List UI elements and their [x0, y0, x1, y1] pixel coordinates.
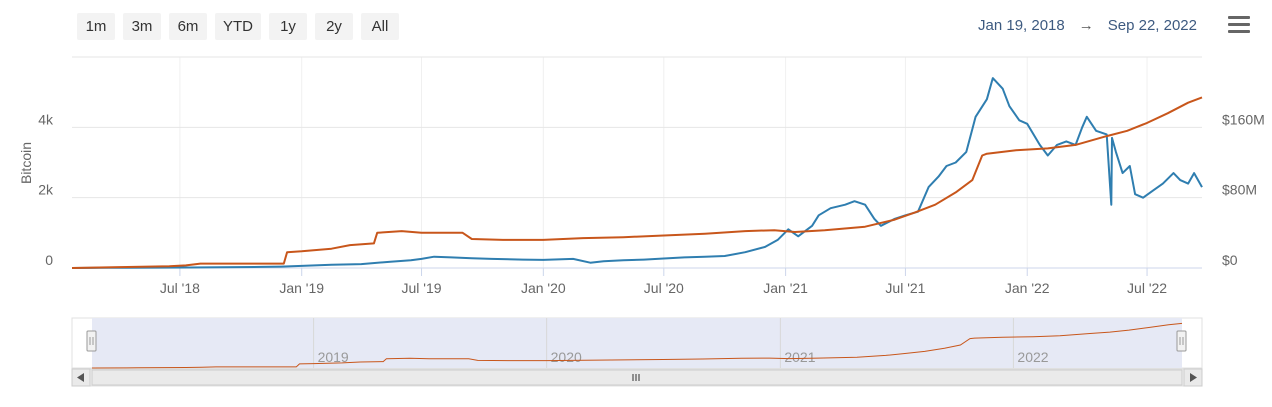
zoom-ytd-button[interactable]: YTD	[215, 13, 261, 40]
x-tick-label: Jan '20	[521, 280, 566, 296]
x-axis-ticks: Jul '18 Jan '19 Jul '19 Jan '20 Jul '20 Jan '…	[160, 268, 1167, 296]
range-from-date[interactable]: Jan 19, 2018	[978, 17, 1065, 34]
x-tick-label: Jul '19	[402, 280, 442, 296]
zoom-1y-button[interactable]: 1y	[269, 13, 307, 40]
x-tick-label: Jan '19	[279, 280, 324, 296]
navigator[interactable]: 2019 2020 2021 2022	[71, 317, 1203, 369]
scrollbar-thumb[interactable]	[91, 369, 1183, 386]
y-left-tick-label: 2k	[38, 182, 54, 198]
y-right-tick-label: $80M	[1222, 182, 1257, 198]
scroll-left-arrow-icon	[77, 373, 84, 382]
zoom-3m-button[interactable]: 3m	[123, 13, 161, 40]
x-tick-label: Jan '22	[1005, 280, 1050, 296]
navigator-year-label: 2021	[784, 349, 815, 365]
navigator-series-line	[91, 322, 1183, 369]
zoom-6m-button[interactable]: 6m	[169, 13, 207, 40]
y-left-tick-label: 0	[45, 252, 53, 268]
grip-icon	[632, 374, 640, 381]
y-right-tick-label: $160M	[1222, 111, 1265, 127]
zoom-1m-button[interactable]: 1m	[77, 13, 115, 40]
grid-lines	[72, 56, 1202, 269]
bitcoin-series-line	[71, 77, 1203, 269]
x-tick-label: Jul '22	[1127, 280, 1167, 296]
hamburger-menu-icon[interactable]	[1228, 16, 1250, 34]
series-lines	[71, 77, 1203, 269]
y-axis-title: Bitcoin	[18, 142, 34, 184]
navigator-left-handle[interactable]	[86, 330, 97, 352]
y-right-tick-label: $0	[1222, 252, 1238, 268]
x-tick-label: Jul '18	[160, 280, 200, 296]
range-arrow: →	[1078, 17, 1094, 34]
x-tick-label: Jan '21	[763, 280, 808, 296]
scroll-right-arrow-icon	[1190, 373, 1197, 382]
range-to-date[interactable]: Sep 22, 2022	[1107, 17, 1197, 34]
y-right-axis-ticks: $0 $80M $160M	[1222, 111, 1265, 268]
y-left-axis-ticks: 0 2k 4k	[38, 111, 54, 268]
navigator-right-handle[interactable]	[1176, 330, 1187, 352]
zoom-range-selector: 1m 3m 6m YTD 1y 2y All	[77, 13, 399, 40]
x-tick-label: Jul '20	[644, 280, 684, 296]
zoom-2y-button[interactable]: 2y	[315, 13, 353, 40]
usd-value-series-line	[71, 96, 1203, 269]
zoom-all-button[interactable]: All	[361, 13, 399, 40]
navigator-year-label: 2019	[318, 349, 349, 365]
date-range-display: Jan 19, 2018 → Sep 22, 2022	[978, 17, 1197, 34]
y-left-tick-label: 4k	[38, 111, 54, 127]
x-tick-label: Jul '21	[885, 280, 925, 296]
scrollbar[interactable]	[71, 368, 1203, 387]
navigator-year-label: 2022	[1017, 349, 1048, 365]
navigator-year-label: 2020	[551, 349, 582, 365]
